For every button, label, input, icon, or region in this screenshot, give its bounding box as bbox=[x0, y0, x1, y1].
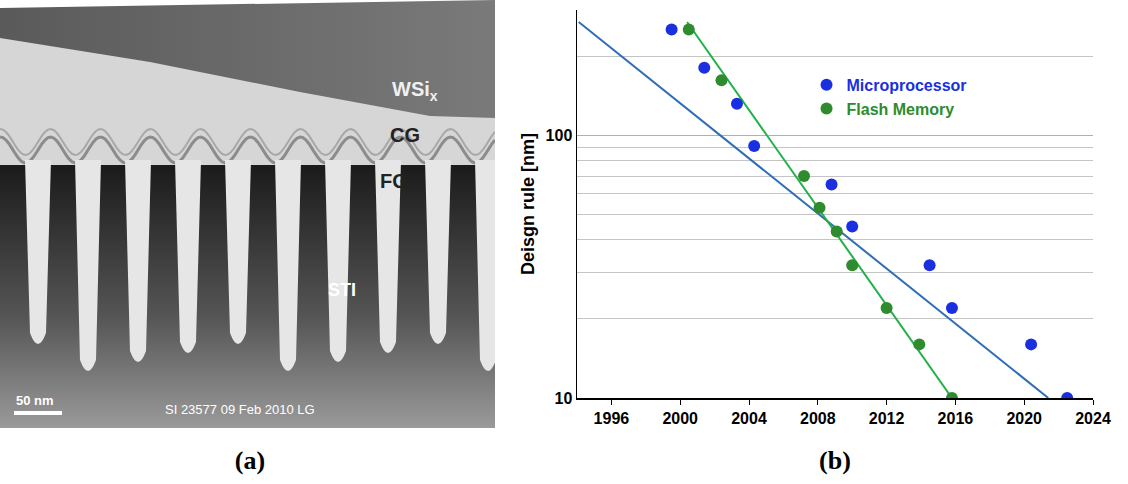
html-text:(b): (b) bbox=[819, 446, 851, 475]
svg-text:Deisgn rule [nm]: Deisgn rule [nm] bbox=[518, 133, 538, 275]
svg-text:50 nm: 50 nm bbox=[16, 393, 54, 408]
svg-text:STI: STI bbox=[328, 280, 356, 300]
html-text:(a): (a) bbox=[234, 446, 266, 475]
svg-text:2000: 2000 bbox=[662, 410, 698, 427]
svg-text:2016: 2016 bbox=[938, 410, 974, 427]
svg-text:Flash Memory: Flash Memory bbox=[847, 101, 955, 118]
svg-text:1996: 1996 bbox=[594, 410, 630, 427]
svg-text:Microprocessor: Microprocessor bbox=[847, 77, 967, 94]
svg-text:2004: 2004 bbox=[731, 410, 767, 427]
svg-text:2024: 2024 bbox=[1075, 410, 1111, 427]
svg-text:2008: 2008 bbox=[800, 410, 836, 427]
svg-text:SI 23577 09 Feb 2010 LG: SI 23577 09 Feb 2010 LG bbox=[165, 402, 315, 417]
svg-text:10: 10 bbox=[555, 390, 573, 407]
svg-text:FG: FG bbox=[380, 170, 408, 192]
svg-text:WSix: WSix bbox=[392, 78, 438, 104]
svg-text:CG: CG bbox=[390, 124, 420, 146]
svg-text:100: 100 bbox=[546, 127, 573, 144]
svg-text:2020: 2020 bbox=[1006, 410, 1042, 427]
svg-text:2012: 2012 bbox=[869, 410, 905, 427]
